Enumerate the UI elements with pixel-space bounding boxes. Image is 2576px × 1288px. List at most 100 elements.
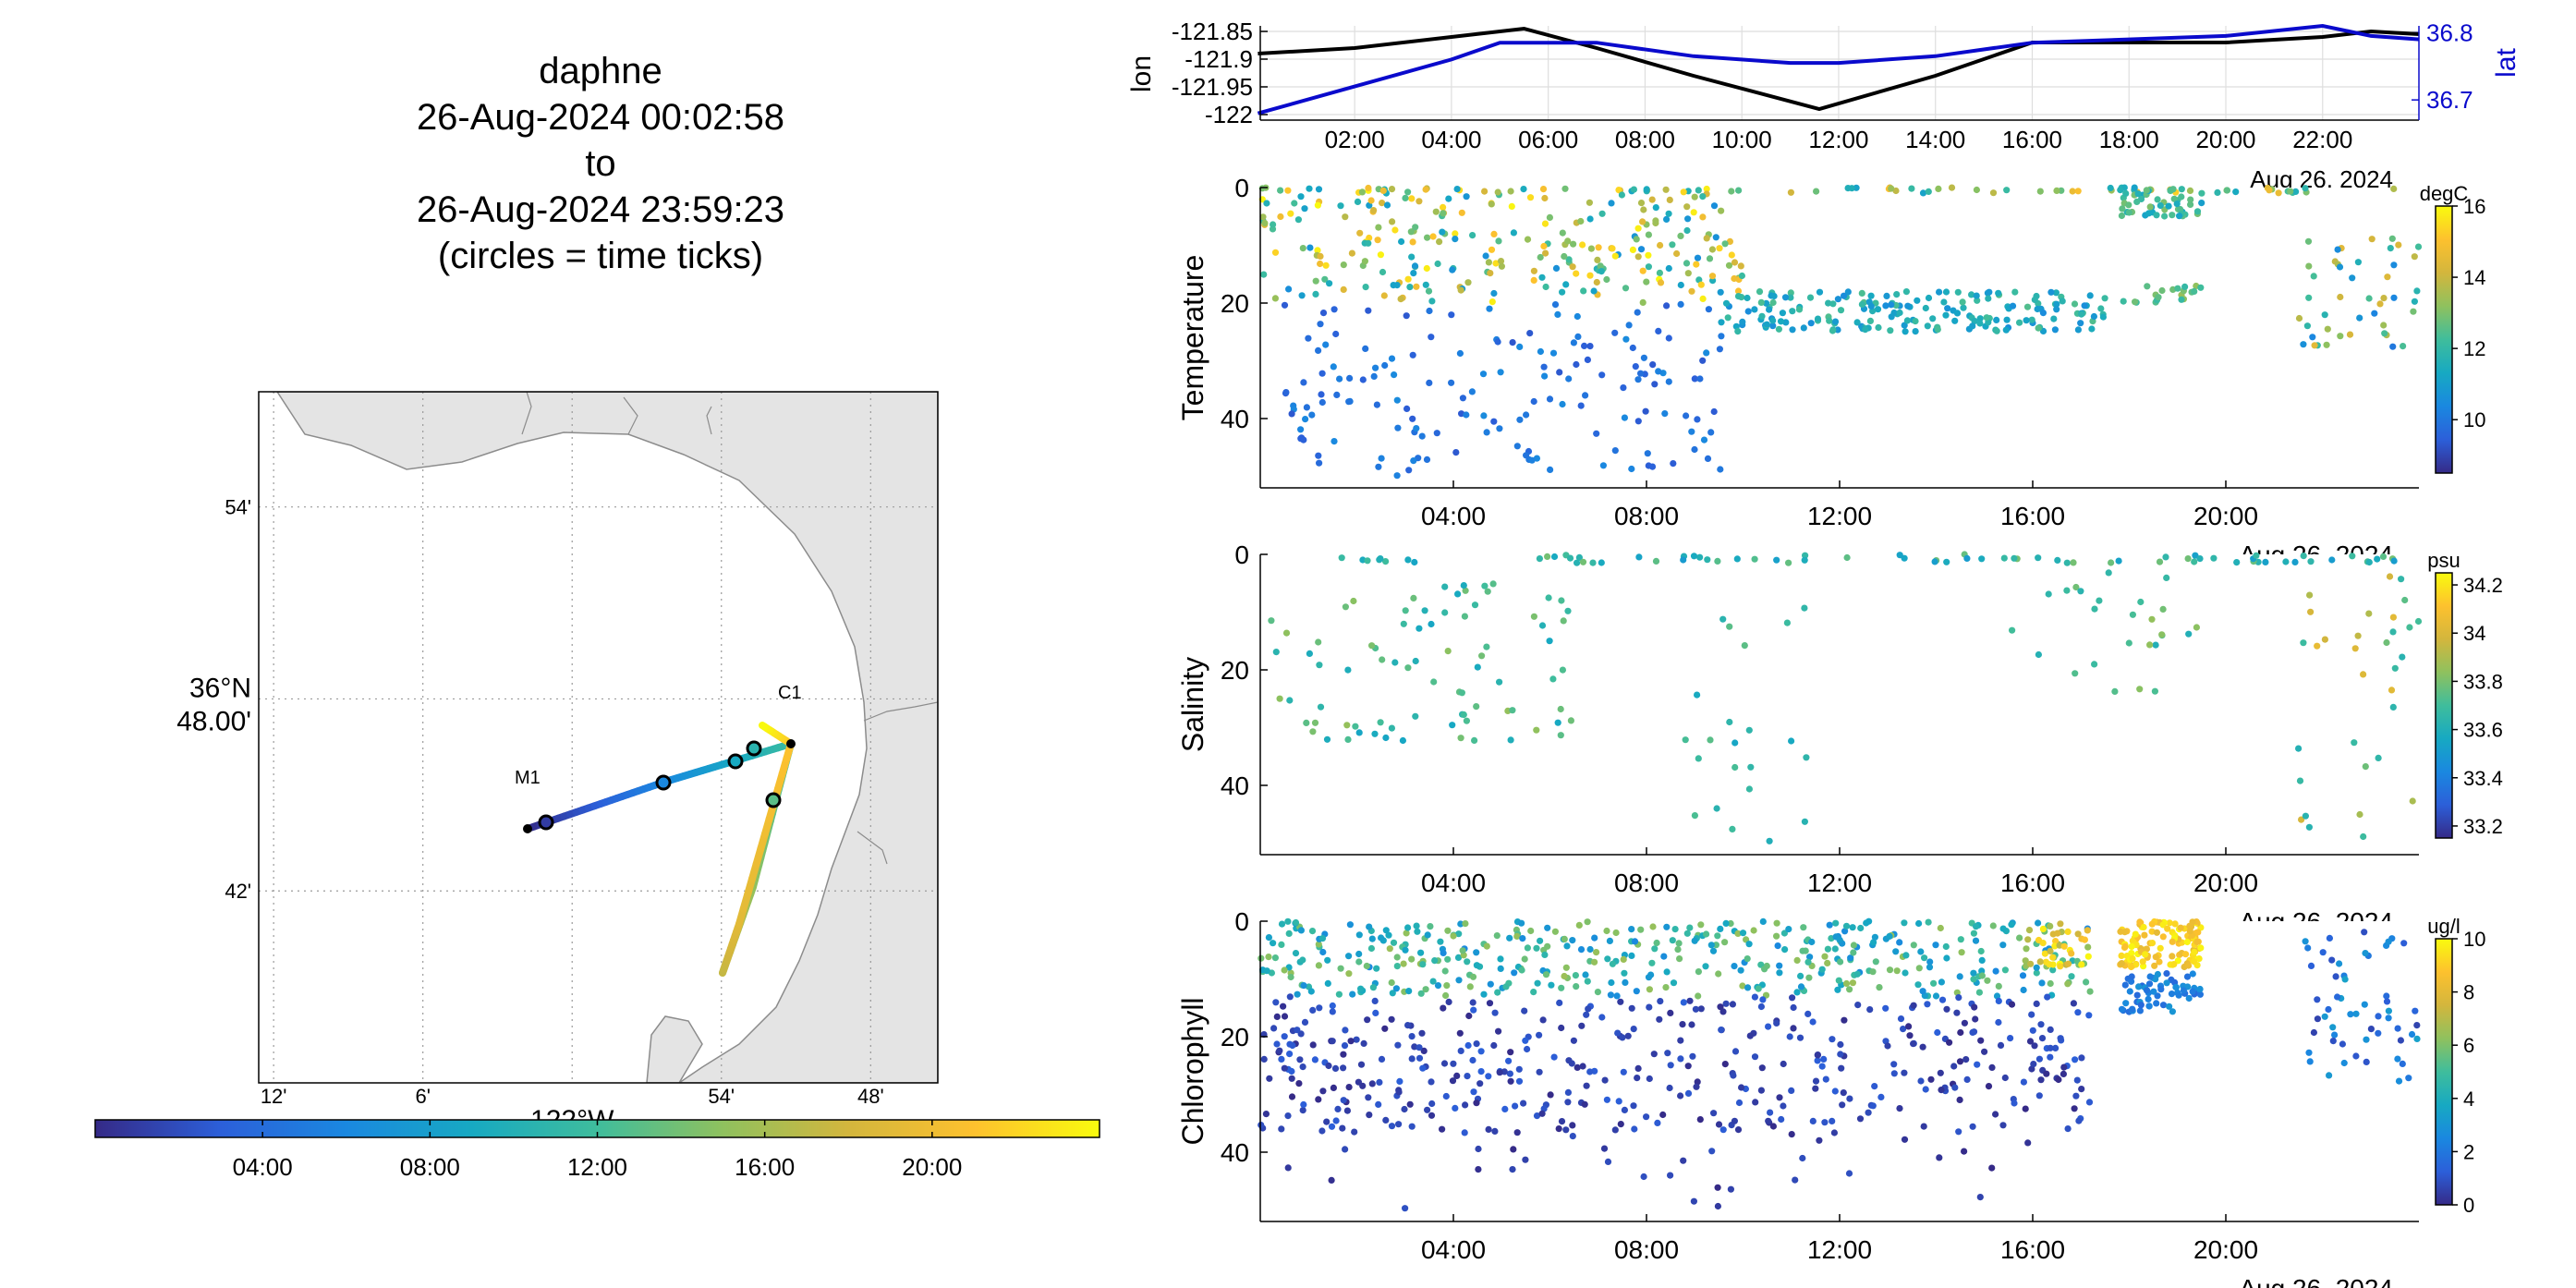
data-point	[1542, 249, 1549, 257]
data-point	[1914, 981, 1922, 989]
data-point	[1796, 1034, 1804, 1041]
data-point	[2374, 555, 2381, 563]
data-point	[1428, 1078, 1435, 1086]
data-point	[1746, 1032, 1754, 1039]
data-point	[2023, 945, 2030, 953]
data-point	[1315, 941, 1322, 948]
data-point	[1988, 1063, 1996, 1071]
data-point	[1312, 290, 1319, 298]
data-point	[1734, 293, 1743, 300]
data-point	[1299, 956, 1306, 964]
data-point	[2122, 189, 2130, 197]
data-point	[2071, 300, 2079, 308]
data-point	[1591, 934, 1598, 942]
data-point	[1702, 963, 1709, 970]
data-point	[1496, 425, 1503, 432]
data-point	[1263, 967, 1270, 975]
data-point	[1842, 922, 1851, 930]
data-point	[2163, 574, 2170, 582]
data-point	[1655, 368, 1662, 375]
data-point	[1757, 1087, 1765, 1094]
colorbar-tick-label: 12:00	[567, 1153, 627, 1181]
data-point	[1520, 186, 1527, 193]
data-point	[2314, 996, 2321, 1003]
data-point	[1366, 923, 1373, 930]
data-point	[1488, 200, 1495, 208]
data-point	[2399, 1060, 2406, 1067]
data-point	[1507, 1049, 1514, 1056]
data-point	[1968, 291, 1975, 298]
data-point	[1400, 620, 1407, 627]
data-point	[1533, 944, 1540, 952]
data-point	[1677, 1092, 1684, 1100]
data-point	[1993, 327, 2000, 334]
data-point	[1622, 335, 1630, 343]
data-point	[2399, 653, 2406, 661]
data-point	[1731, 259, 1739, 266]
data-point	[1675, 940, 1683, 947]
data-point	[2168, 990, 2176, 998]
data-point	[1428, 334, 1435, 341]
data-point	[1371, 730, 1379, 737]
data-point	[1586, 945, 1594, 954]
data-point	[1581, 342, 1588, 349]
x-tick-label: 20:00	[2193, 869, 2258, 897]
data-point	[1978, 956, 1986, 964]
data-point	[1371, 997, 1379, 1004]
panel0-right-tick-label: 36.7	[2426, 86, 2473, 114]
data-point	[1490, 1041, 1498, 1050]
data-point	[1332, 330, 1340, 338]
data-point	[1518, 919, 1525, 927]
data-point	[1888, 185, 1895, 192]
data-point	[1402, 607, 1409, 614]
data-point	[2326, 1072, 2333, 1079]
data-point	[2300, 341, 2307, 348]
data-point	[1389, 990, 1396, 997]
data-point	[1511, 969, 1518, 977]
data-point	[1737, 262, 1744, 270]
data-point	[1969, 322, 1976, 330]
x-tick-label: 04:00	[1421, 869, 1486, 897]
data-point	[2185, 994, 2193, 1002]
data-point	[1377, 719, 1384, 726]
position-timeseries: 02:00 04:00 06:00 08:00 10:00 12:00 14:00 16:00…	[1126, 18, 2521, 193]
data-point	[2172, 983, 2180, 991]
data-point	[1663, 968, 1671, 976]
data-point	[1565, 375, 1573, 383]
data-point	[1620, 1068, 1627, 1075]
data-point	[1695, 755, 1702, 762]
data-point	[1386, 945, 1393, 953]
data-point	[1921, 954, 1928, 962]
data-point	[2001, 1074, 2009, 1082]
data-point	[2153, 929, 2160, 936]
data-point	[1970, 969, 1977, 977]
data-point	[1914, 297, 1921, 304]
data-point	[1463, 411, 1470, 419]
data-point	[1372, 364, 1379, 371]
data-point	[1593, 278, 1600, 286]
panel-bg	[1260, 554, 2419, 855]
data-point	[2077, 320, 2084, 327]
colorbar-tick-label: 33.6	[2463, 719, 2503, 742]
data-point	[2039, 925, 2047, 933]
data-point	[1566, 554, 1574, 562]
data-point	[1547, 466, 1554, 473]
colorbar-tick-label: 08:00	[400, 1153, 460, 1181]
data-point	[2045, 590, 2052, 598]
data-point	[2341, 976, 2349, 983]
data-point	[1925, 294, 1933, 302]
data-point	[1410, 270, 1417, 277]
panel0-right-axis-label: lat	[2491, 47, 2521, 77]
data-point	[1849, 924, 1856, 931]
data-point	[2071, 1105, 2078, 1112]
data-point	[2157, 944, 2164, 952]
data-point	[1838, 1064, 1845, 1072]
data-point	[2053, 300, 2060, 308]
data-point	[1480, 990, 1488, 998]
data-point	[1496, 1069, 1503, 1076]
data-point	[2008, 1001, 2016, 1008]
data-point	[1666, 196, 1673, 203]
data-point	[1378, 934, 1385, 942]
data-point	[1521, 1007, 1528, 1015]
river-5	[857, 831, 888, 865]
